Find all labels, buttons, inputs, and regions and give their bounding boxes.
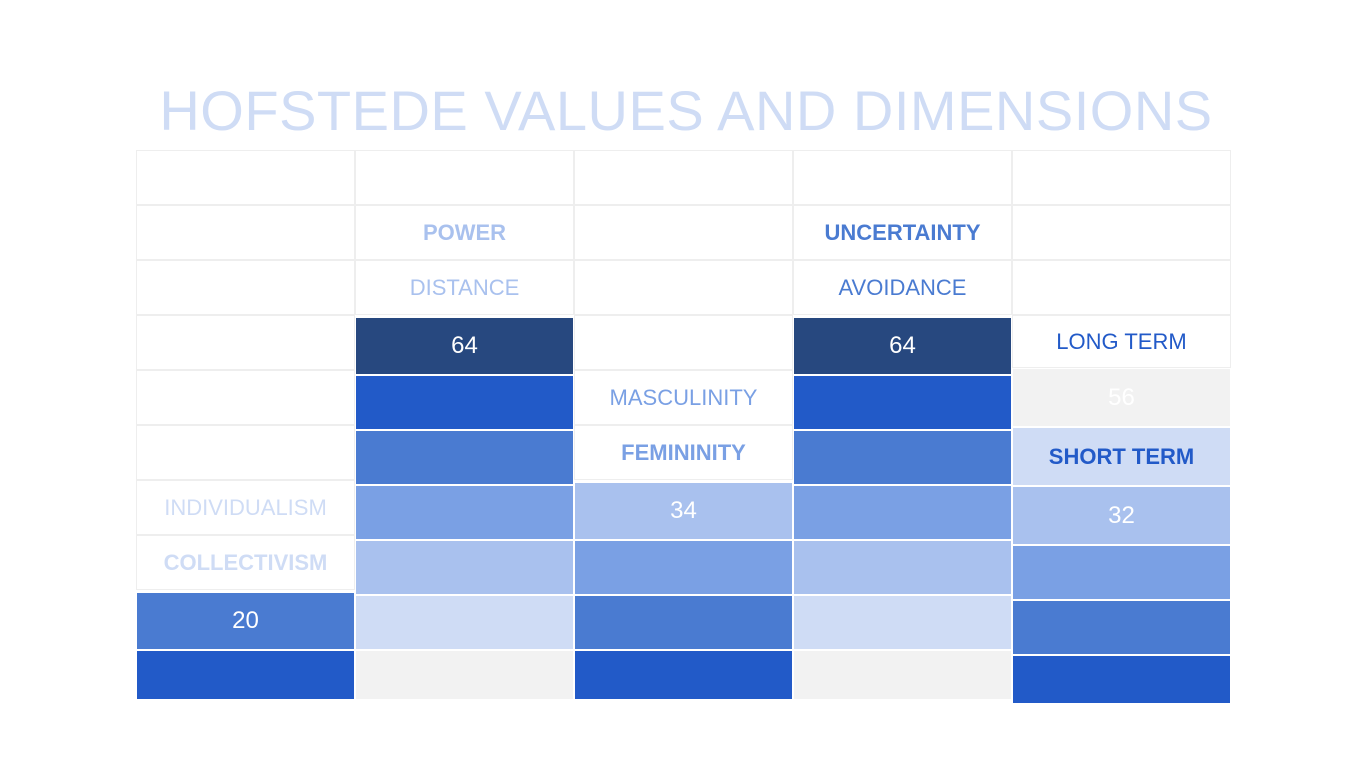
uncertainty-avoidance-bar-segment bbox=[793, 540, 1012, 595]
power-distance-bar-segment bbox=[355, 430, 574, 485]
long-short-term-bar-segment bbox=[1012, 655, 1231, 704]
masculinity-femininity-label: FEMININITY bbox=[574, 425, 793, 480]
long-short-term-bar-segment bbox=[1012, 600, 1231, 655]
power-distance-bar-segment bbox=[355, 595, 574, 650]
masculinity-femininity-empty-cell bbox=[574, 150, 793, 205]
individualism-collectivism-empty-cell bbox=[136, 150, 355, 205]
individualism-collectivism-empty-cell bbox=[136, 425, 355, 480]
uncertainty-avoidance-bar-segment bbox=[793, 650, 1012, 700]
uncertainty-avoidance-bar-segment bbox=[793, 595, 1012, 650]
individualism-collectivism-empty-cell bbox=[136, 260, 355, 315]
uncertainty-avoidance-score: 64 bbox=[793, 317, 1012, 375]
individualism-collectivism-score: 20 bbox=[136, 592, 355, 650]
individualism-collectivism-empty-cell bbox=[136, 315, 355, 370]
masculinity-femininity-bar-segment bbox=[574, 650, 793, 700]
masculinity-femininity-score: 34 bbox=[574, 482, 793, 540]
masculinity-femininity-bar-segment bbox=[574, 595, 793, 650]
long-short-term-empty-cell bbox=[1012, 260, 1231, 315]
individualism-collectivism-empty-cell bbox=[136, 370, 355, 425]
uncertainty-avoidance-bar-segment bbox=[793, 430, 1012, 485]
masculinity-femininity-empty-cell bbox=[574, 315, 793, 370]
long-short-term-bar-segment bbox=[1012, 545, 1231, 600]
uncertainty-avoidance-label: AVOIDANCE bbox=[793, 260, 1012, 315]
short-term-label: SHORT TERM bbox=[1012, 427, 1231, 486]
power-distance-bar-segment bbox=[355, 485, 574, 540]
individualism-collectivism-label: INDIVIDUALISM bbox=[136, 480, 355, 535]
power-distance-bar-segment bbox=[355, 375, 574, 430]
long-short-term-empty-cell bbox=[1012, 205, 1231, 260]
masculinity-femininity-bar-segment bbox=[574, 540, 793, 595]
power-distance-empty-cell bbox=[355, 150, 574, 205]
individualism-collectivism-empty-cell bbox=[136, 205, 355, 260]
uncertainty-avoidance-empty-cell bbox=[793, 150, 1012, 205]
uncertainty-avoidance-label: UNCERTAINTY bbox=[793, 205, 1012, 260]
masculinity-femininity-empty-cell bbox=[574, 260, 793, 315]
uncertainty-avoidance-bar-segment bbox=[793, 375, 1012, 430]
short-term-score: 32 bbox=[1012, 486, 1231, 545]
individualism-collectivism-bar-segment bbox=[136, 650, 355, 700]
power-distance-bar-segment bbox=[355, 540, 574, 595]
long-term-score: 56 bbox=[1012, 368, 1231, 427]
individualism-collectivism-label: COLLECTIVISM bbox=[136, 535, 355, 590]
power-distance-label: POWER bbox=[355, 205, 574, 260]
masculinity-femininity-empty-cell bbox=[574, 205, 793, 260]
uncertainty-avoidance-bar-segment bbox=[793, 485, 1012, 540]
power-distance-bar-segment bbox=[355, 650, 574, 700]
masculinity-femininity-label: MASCULINITY bbox=[574, 370, 793, 425]
page-title: HOFSTEDE VALUES AND DIMENSIONS bbox=[159, 79, 1213, 142]
power-distance-score: 64 bbox=[355, 317, 574, 375]
power-distance-label: DISTANCE bbox=[355, 260, 574, 315]
long-short-term-empty-cell bbox=[1012, 150, 1231, 205]
long-term-label: LONG TERM bbox=[1012, 315, 1231, 368]
